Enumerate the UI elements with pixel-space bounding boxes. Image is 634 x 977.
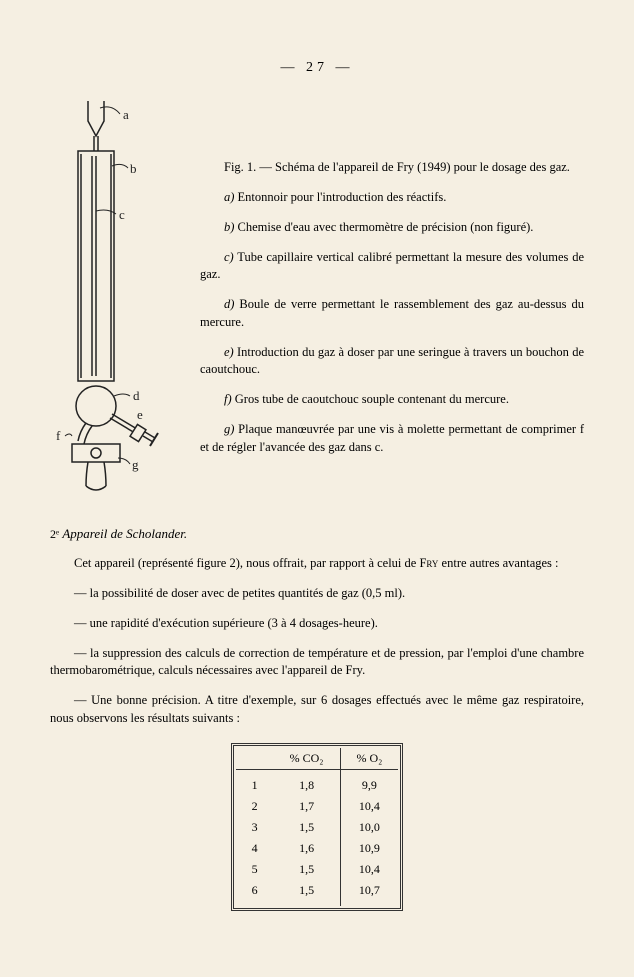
caption-item-d: d) Boule de verre permettant le rassembl…	[200, 296, 584, 331]
caption-item-a: a) Entonnoir pour l'introduction des réa…	[200, 189, 584, 207]
table-row: 4 1,6 10,9	[236, 838, 399, 859]
label-c: c	[119, 207, 125, 222]
bullet-1: — la possibilité de doser avec de petite…	[50, 585, 584, 603]
results-table-wrap: % CO₂ % O₂ 1 1,8 9,9 2 1,7 10,4	[50, 743, 584, 911]
table-row: 3 1,5 10,0	[236, 817, 399, 838]
caption-item-g: g) Plaque manœuvrée par une vis à molett…	[200, 421, 584, 456]
bullet-2: — une rapidité d'exécution supérieure (3…	[50, 615, 584, 633]
th-o2: % O₂	[340, 748, 398, 770]
caption-item-f: f) Gros tube de caoutchouc souple conten…	[200, 391, 584, 409]
label-b: b	[130, 161, 137, 176]
table-row: 1 1,8 9,9	[236, 770, 399, 797]
figure-caption: Fig. 1. — Schéma de l'appareil de Fry (1…	[200, 96, 584, 458]
figure-and-caption: a b c d	[50, 96, 584, 496]
section-title: Appareil de Scholander.	[62, 526, 187, 541]
table-border: % CO₂ % O₂ 1 1,8 9,9 2 1,7 10,4	[231, 743, 404, 911]
bullet-3: — la suppression des calculs de correcti…	[50, 645, 584, 680]
results-table: % CO₂ % O₂ 1 1,8 9,9 2 1,7 10,4	[236, 748, 399, 906]
figure-diagram: a b c d	[50, 96, 180, 496]
table-row: 6 1,5 10,7	[236, 880, 399, 906]
caption-title: Fig. 1. — Schéma de l'appareil de Fry (1…	[200, 159, 584, 177]
label-g: g	[132, 457, 139, 472]
label-d: d	[133, 388, 140, 403]
label-f: f	[56, 428, 61, 443]
page-number: — 27 —	[50, 60, 584, 76]
bullet-4: — Une bonne précision. A titre d'exemple…	[50, 692, 584, 727]
table-row: 2 1,7 10,4	[236, 796, 399, 817]
caption-item-e: e) Introduction du gaz à doser par une s…	[200, 344, 584, 379]
th-co2: % CO₂	[274, 748, 340, 770]
section-heading: 2ᵉ Appareil de Scholander.	[50, 526, 584, 542]
label-e: e	[137, 407, 143, 422]
intro-para: Cet appareil (représenté figure 2), nous…	[50, 555, 584, 573]
caption-item-b: b) Chemise d'eau avec thermomètre de pré…	[200, 219, 584, 237]
table-row: 5 1,5 10,4	[236, 859, 399, 880]
th-blank	[236, 748, 274, 770]
caption-item-c: c) Tube capillaire vertical calibré perm…	[200, 249, 584, 284]
apparatus-svg: a b c d	[50, 96, 180, 491]
page: — 27 — a b c	[0, 0, 634, 977]
label-a: a	[123, 107, 129, 122]
section-num: 2ᵉ	[50, 527, 59, 541]
